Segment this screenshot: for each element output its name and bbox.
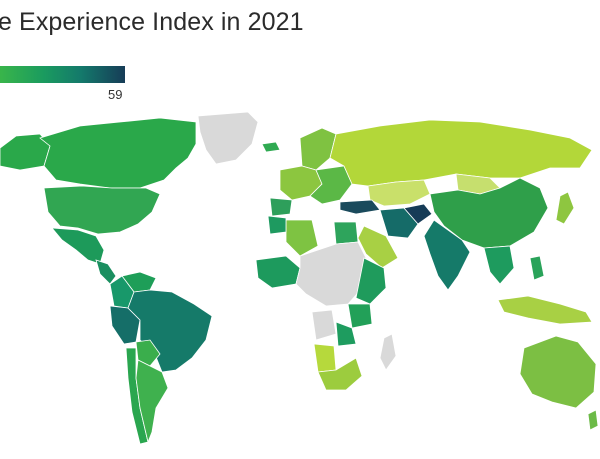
region-East-Africa[interactable]: [355, 257, 387, 305]
subtitle-fragment: [226, 40, 366, 50]
region-Morocco[interactable]: [267, 215, 287, 235]
region-Southeast-Asia[interactable]: [483, 245, 515, 285]
legend-gradient-bar: [0, 66, 125, 83]
region-Algeria[interactable]: [285, 219, 319, 257]
region-Tanzania[interactable]: [347, 303, 373, 329]
region-Japan[interactable]: [555, 191, 575, 225]
region-Philippines[interactable]: [529, 255, 545, 281]
region-Spain[interactable]: [269, 197, 293, 217]
region-Madagascar[interactable]: [379, 333, 397, 371]
region-China[interactable]: [429, 177, 549, 249]
region-Brazil[interactable]: [127, 289, 213, 373]
region-Iceland[interactable]: [261, 141, 281, 153]
region-West-Africa[interactable]: [255, 255, 301, 289]
legend-max-label: 59: [108, 87, 123, 102]
region-Central-America[interactable]: [95, 259, 117, 285]
region-Turkey[interactable]: [339, 199, 381, 215]
world-choropleth-map: [0, 111, 599, 445]
region-India[interactable]: [423, 219, 471, 291]
region-Zambia[interactable]: [335, 321, 357, 347]
region-Argentina[interactable]: [135, 359, 169, 444]
region-Egypt[interactable]: [333, 221, 359, 245]
region-Bolivia[interactable]: [135, 339, 161, 367]
region-Scandinavia[interactable]: [299, 127, 337, 171]
region-Australia[interactable]: [519, 335, 597, 409]
region-Angola[interactable]: [311, 309, 337, 341]
region-South-Africa[interactable]: [317, 357, 363, 391]
region-Indonesia[interactable]: [497, 295, 593, 325]
region-Canada[interactable]: [39, 117, 197, 189]
region-Namibia[interactable]: [313, 343, 337, 373]
region-Iran[interactable]: [379, 207, 419, 239]
map-title: e Experience Index in 2021: [0, 8, 304, 36]
region-United-States[interactable]: [43, 185, 161, 235]
region-Greenland[interactable]: [197, 111, 259, 165]
region-Afghanistan[interactable]: [403, 203, 433, 225]
region-New-Zealand[interactable]: [587, 409, 599, 431]
color-legend: 59: [0, 66, 125, 102]
